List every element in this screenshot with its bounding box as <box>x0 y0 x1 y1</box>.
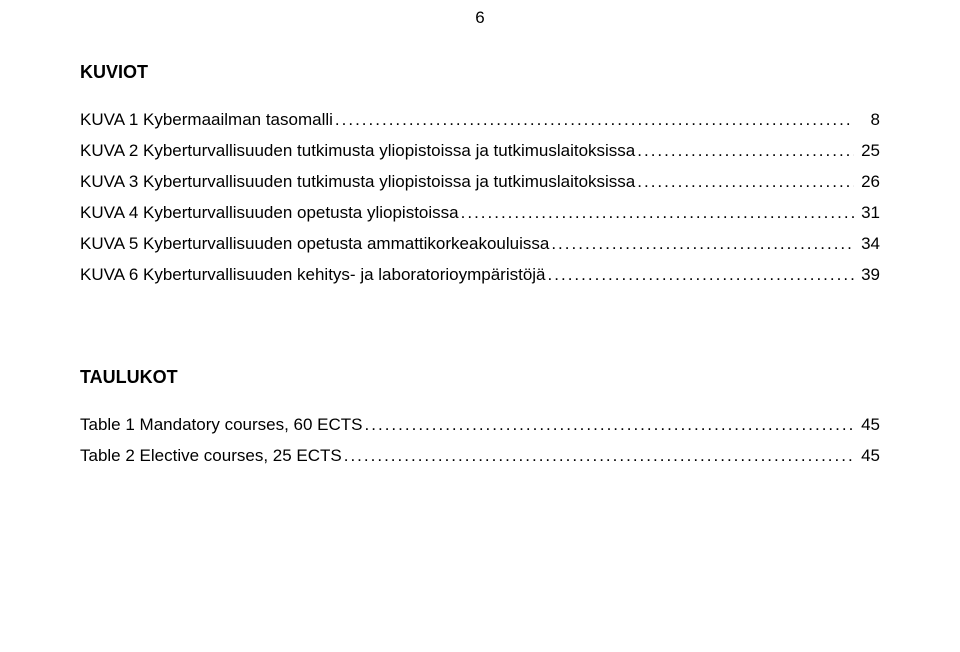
toc-row: KUVA 3 Kyberturvallisuuden tutkimusta yl… <box>80 173 880 190</box>
toc-label: KUVA 4 Kyberturvallisuuden opetusta ylio… <box>80 204 459 221</box>
toc-dots <box>551 235 854 252</box>
toc-page: 39 <box>856 266 880 283</box>
toc-page: 45 <box>856 416 880 433</box>
toc-list-kuviot: KUVA 1 Kybermaailman tasomalli 8 KUVA 2 … <box>80 111 880 283</box>
document-page: 6 KUVIOT KUVA 1 Kybermaailman tasomalli … <box>0 0 960 652</box>
toc-dots <box>461 204 854 221</box>
toc-page: 34 <box>856 235 880 252</box>
toc-dots <box>365 416 854 433</box>
toc-row: Table 1 Mandatory courses, 60 ECTS 45 <box>80 416 880 433</box>
toc-page: 26 <box>856 173 880 190</box>
toc-row: KUVA 2 Kyberturvallisuuden tutkimusta yl… <box>80 142 880 159</box>
toc-row: KUVA 4 Kyberturvallisuuden opetusta ylio… <box>80 204 880 221</box>
toc-dots <box>344 447 854 464</box>
page-number: 6 <box>475 8 484 28</box>
toc-label: KUVA 2 Kyberturvallisuuden tutkimusta yl… <box>80 142 635 159</box>
toc-list-taulukot: Table 1 Mandatory courses, 60 ECTS 45 Ta… <box>80 416 880 464</box>
toc-row: KUVA 1 Kybermaailman tasomalli 8 <box>80 111 880 128</box>
toc-row: Table 2 Elective courses, 25 ECTS 45 <box>80 447 880 464</box>
toc-dots <box>548 266 854 283</box>
toc-dots <box>637 142 854 159</box>
toc-page: 25 <box>856 142 880 159</box>
toc-row: KUVA 6 Kyberturvallisuuden kehitys- ja l… <box>80 266 880 283</box>
toc-page: 8 <box>856 111 880 128</box>
toc-label: KUVA 5 Kyberturvallisuuden opetusta amma… <box>80 235 549 252</box>
toc-row: KUVA 5 Kyberturvallisuuden opetusta amma… <box>80 235 880 252</box>
toc-label: KUVA 1 Kybermaailman tasomalli <box>80 111 333 128</box>
toc-label: KUVA 6 Kyberturvallisuuden kehitys- ja l… <box>80 266 546 283</box>
toc-dots <box>335 111 854 128</box>
toc-label: Table 1 Mandatory courses, 60 ECTS <box>80 416 363 433</box>
toc-label: Table 2 Elective courses, 25 ECTS <box>80 447 342 464</box>
toc-label: KUVA 3 Kyberturvallisuuden tutkimusta yl… <box>80 173 635 190</box>
toc-page: 45 <box>856 447 880 464</box>
heading-taulukot: TAULUKOT <box>80 297 880 388</box>
toc-dots <box>637 173 854 190</box>
toc-page: 31 <box>856 204 880 221</box>
